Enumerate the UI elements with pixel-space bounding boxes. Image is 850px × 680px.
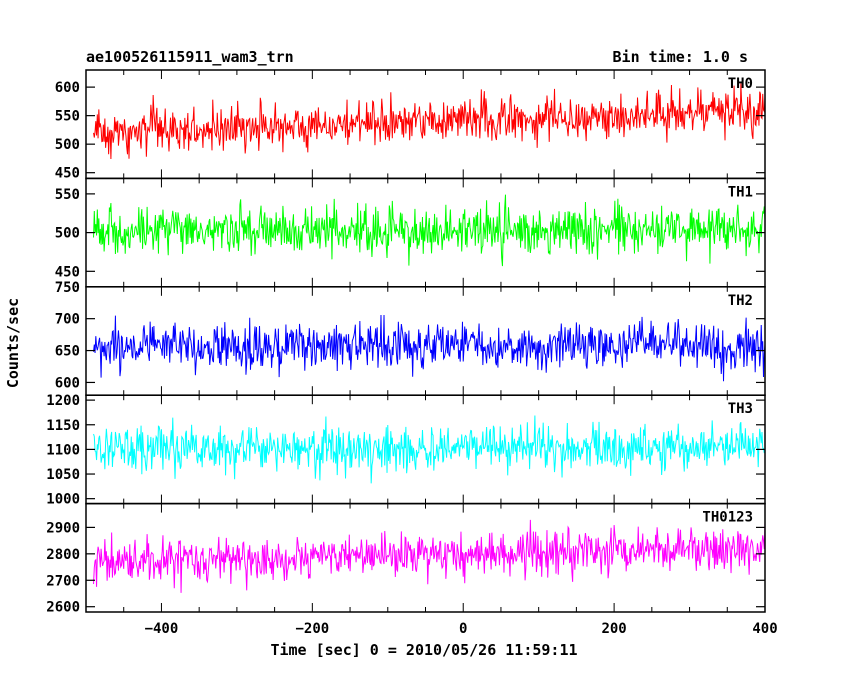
y-tick-label: 650	[55, 344, 80, 360]
y-tick-label: 1050	[46, 467, 80, 483]
y-tick-label: 550	[55, 187, 80, 203]
y-tick-label: 2700	[46, 573, 80, 589]
y-tick-label: 550	[55, 109, 80, 125]
y-tick-label: 1100	[46, 442, 80, 458]
series-line-th1	[93, 194, 765, 267]
y-tick-label: 700	[55, 312, 80, 328]
series-line-th2	[93, 315, 765, 382]
y-tick-label: 750	[55, 280, 80, 296]
chart-subtitle: Bin time: 1.0 s	[613, 48, 748, 66]
panel-th3: 1000 1050 1100 1150 1200 TH3	[46, 393, 766, 508]
y-tick-label: 2600	[46, 600, 80, 616]
panel-th2: 600 650 700 750 TH2	[55, 280, 766, 396]
y-tick-label: 500	[55, 226, 80, 242]
x-axis-ticks: −400 −200 0 200 400	[145, 621, 778, 637]
panel-name: TH2	[728, 293, 753, 309]
y-tick-label: 2800	[46, 547, 80, 563]
y-axis-label: Counts/sec	[4, 298, 22, 388]
chart-title: ae100526115911_wam3_trn	[86, 48, 294, 66]
panel-th1: 450 500 550 TH1	[55, 177, 766, 288]
y-tick-label: 1000	[46, 492, 80, 508]
panel-th0123: 2600 2700 2800 2900 TH0123	[46, 502, 766, 616]
panel-name: TH1	[728, 184, 753, 200]
x-tick-label: 400	[752, 621, 777, 637]
y-tick-label: 500	[55, 137, 80, 153]
x-axis-label: Time [sec] 0 = 2010/05/26 11:59:11	[270, 641, 577, 659]
y-tick-label: 2900	[46, 520, 80, 536]
x-tick-label: 200	[601, 621, 626, 637]
series-line-th3	[93, 415, 765, 484]
series-line-th0123	[93, 519, 765, 593]
panel-name: TH0123	[702, 510, 753, 526]
panel-name: TH3	[728, 401, 753, 417]
y-tick-label: 1150	[46, 418, 80, 434]
panel-name: TH0	[728, 76, 753, 92]
x-tick-label: 0	[459, 621, 467, 637]
y-tick-label: 1200	[46, 393, 80, 409]
y-tick-label: 600	[55, 375, 80, 391]
panels: 450 500 550 600 TH0 450 500 550 TH1 600 650 700 750 T…	[46, 69, 766, 616]
x-tick-label: −200	[295, 621, 329, 637]
x-tick-label: −400	[145, 621, 179, 637]
panel-th0: 450 500 550 600 TH0	[55, 69, 766, 182]
y-tick-label: 450	[55, 166, 80, 182]
y-tick-label: 450	[55, 264, 80, 280]
y-tick-label: 600	[55, 80, 80, 96]
series-line-th0	[93, 83, 765, 159]
